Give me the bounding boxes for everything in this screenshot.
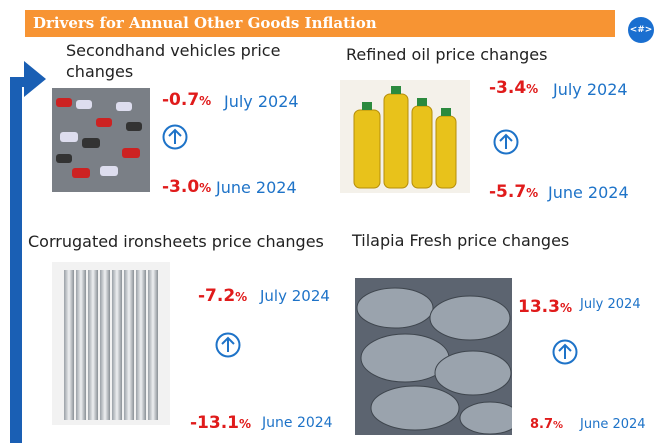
panel-title: Secondhand vehicles price changes [66,41,281,81]
value-label: -0.7% [162,90,211,110]
text-part: % [239,417,252,431]
header-bar: Drivers for Annual Other Goods Inflation [25,10,615,37]
period-label: July 2024 [224,92,299,111]
up-icon [552,339,578,365]
text-part: % [235,290,248,304]
period-label: July 2024 [260,287,330,305]
text-part: % [526,186,539,200]
text-part: % [199,94,212,108]
text-part: % [199,181,212,195]
text-part: % [526,82,539,96]
panel-title: Tilapia Fresh price changes [352,231,570,250]
text-part: -0.7 [162,90,200,110]
icon-arrow [221,336,235,352]
text-part: -3.0 [162,177,200,197]
text-part: -13.1 [190,413,239,433]
text-part: 13.3 [518,297,560,317]
page-number: <#> [628,17,654,43]
panel-title: Refined oil price changes [346,45,548,64]
period-label: June 2024 [216,178,297,197]
value-label: -7.2% [198,286,247,306]
header-title: Drivers for Annual Other Goods Inflation [33,14,377,32]
icon-arrow [499,133,513,149]
side-arrow [10,61,46,443]
panel-title: Corrugated ironsheets price changes [28,232,324,251]
ironsheet-image [52,262,170,425]
value-label: -13.1% [190,413,251,433]
icon-arrow [558,343,572,359]
up-icon [215,332,241,358]
text-part: 8.7 [530,417,554,432]
period-label: July 2024 [553,80,628,99]
up-icon [162,124,188,150]
period-label: July 2024 [580,297,641,312]
value-label: -3.4% [489,78,538,98]
oil-image [340,80,470,193]
value-label: -5.7% [489,182,538,202]
icon-arrow [168,128,182,144]
icon-circle [493,129,519,155]
text-part: % [559,301,572,315]
period-label: June 2024 [580,417,646,432]
period-label: June 2024 [548,183,629,202]
icon-circle [162,124,188,150]
text-part: -3.4 [489,78,527,98]
icon-circle [215,332,241,358]
period-label: June 2024 [262,415,333,431]
value-label: 13.3% [518,297,572,317]
text-part: -7.2 [198,286,236,306]
text-part: -5.7 [489,182,527,202]
cars-image [52,88,150,192]
value-label: -3.0% [162,177,211,197]
fish-image [355,278,512,435]
up-icon [493,129,519,155]
icon-circle [552,339,578,365]
text-part: % [553,420,564,431]
value-label: 8.7% [530,417,563,432]
